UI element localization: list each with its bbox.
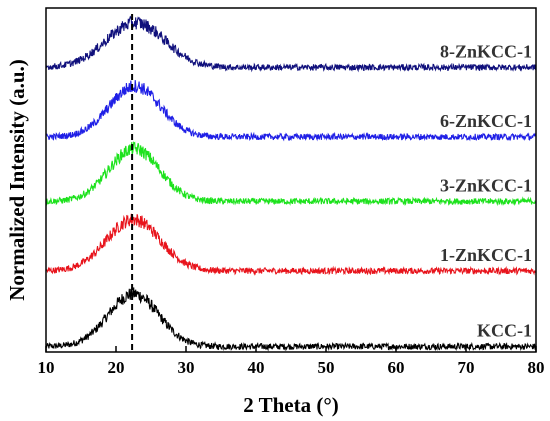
series-label-KCC-1: KCC-1 [477,321,532,341]
series-label-8-ZnKCC-1: 8-ZnKCC-1 [440,41,532,61]
x-tick-label: 20 [108,358,125,377]
x-tick-label: 70 [458,358,475,377]
series-line-3-ZnKCC-1 [45,141,537,207]
series-line-KCC-1 [45,287,537,352]
series-label-6-ZnKCC-1: 6-ZnKCC-1 [440,111,532,131]
y-axis-label: Normalized Intensity (a.u.) [5,59,29,300]
x-tick-label: 30 [178,358,195,377]
series-traces [45,15,537,352]
x-tick-label: 10 [38,358,55,377]
series-labels: KCC-1 1-ZnKCC-1 3-ZnKCC-1 6-ZnKCC-1 8-ZnKCC-… [440,41,532,340]
x-axis-ticks: 10 20 30 40 50 60 70 80 [38,346,545,377]
x-axis-label: 2 Theta (°) [243,393,339,417]
series-label-1-ZnKCC-1: 1-ZnKCC-1 [440,245,532,265]
x-tick-label: 40 [248,358,265,377]
series-label-3-ZnKCC-1: 3-ZnKCC-1 [440,175,532,195]
series-line-6-ZnKCC-1 [45,80,537,142]
series-line-8-ZnKCC-1 [45,15,537,73]
x-tick-label: 80 [528,358,545,377]
series-line-1-ZnKCC-1 [45,213,537,276]
plot-frame [45,7,537,353]
x-tick-label: 60 [388,358,405,377]
x-tick-label: 50 [318,358,335,377]
